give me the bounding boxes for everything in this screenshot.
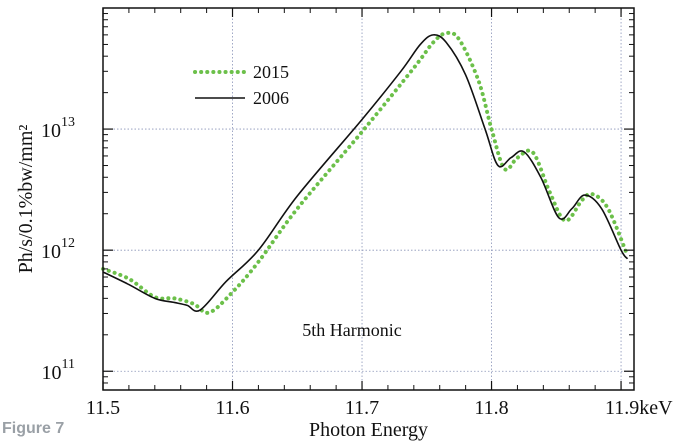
series-layer — [101, 30, 630, 315]
x-tick-label: 11.7 — [345, 397, 379, 419]
x-tick-label: 11.6 — [215, 397, 249, 419]
harmonic-annotation: 5th Harmonic — [302, 320, 401, 340]
x-tick-label: 11.9keV — [605, 397, 673, 419]
axis-ticks — [102, 8, 634, 391]
series-line-2015 — [101, 30, 630, 315]
y-tick-label: 1012 — [41, 236, 75, 263]
y-tick-label: 1013 — [41, 115, 75, 142]
x-axis-title: Photon Energy — [309, 419, 428, 441]
legend: 2015 2006 — [193, 62, 289, 108]
series-line-2006 — [102, 34, 629, 312]
plot-frame — [102, 7, 635, 391]
x-tick-label: 11.5 — [86, 397, 120, 419]
figure-label: Figure 7 — [2, 420, 65, 437]
y-axis-title: Ph/s/0.1%bw/mm² — [15, 125, 37, 274]
legend-label-2006: 2006 — [253, 88, 289, 108]
y-tick-label: 1011 — [42, 357, 75, 384]
tick-labels: 11.5 11.6 11.7 11.8 11.9keV 1011 1012 1013 — [41, 115, 673, 419]
x-tick-label: 11.8 — [474, 397, 508, 419]
legend-label-2015: 2015 — [253, 62, 289, 82]
